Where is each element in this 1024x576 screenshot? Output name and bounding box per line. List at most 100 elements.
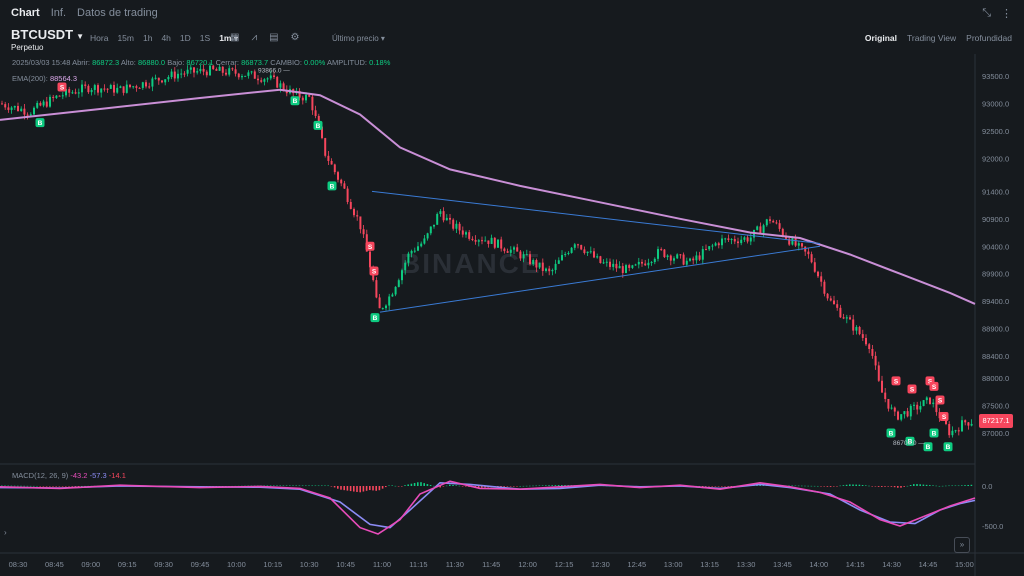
- candle-body: [717, 243, 720, 246]
- buy-signal-marker: [35, 118, 45, 128]
- candle-body: [727, 238, 730, 240]
- time-tick-label: 12:00: [518, 560, 537, 569]
- macd-histogram-bar: [417, 482, 419, 486]
- macd-line: [0, 480, 976, 535]
- time-tick-label: 14:15: [846, 560, 865, 569]
- candle-body: [673, 258, 675, 261]
- buy-signal-marker: [886, 428, 896, 438]
- calendar-icon[interactable]: ▦: [230, 32, 240, 43]
- candle-body: [890, 407, 893, 409]
- macd-histogram-bar: [717, 486, 720, 487]
- candle-body: [257, 78, 259, 81]
- candle-body: [929, 397, 931, 404]
- candle-body: [125, 84, 128, 93]
- price-type-dropdown[interactable]: Último precio ▾: [332, 34, 385, 43]
- candle-body: [167, 77, 170, 80]
- macd-histogram-bar: [433, 485, 435, 487]
- tab-trading-data[interactable]: Datos de trading: [77, 7, 158, 19]
- interval-1m[interactable]: 1m ▾: [219, 33, 239, 43]
- candle-body: [397, 280, 400, 287]
- macd-histogram-bar: [308, 485, 310, 487]
- view-depth[interactable]: Profundidad: [966, 33, 1012, 43]
- buy-signal-marker-label: B: [373, 315, 378, 322]
- macd-histogram-bar: [845, 484, 848, 486]
- macd-histogram-bar: [49, 486, 51, 487]
- buy-signal-marker-label: B: [926, 444, 931, 451]
- macd-value: -43.2: [70, 471, 88, 480]
- candle-body: [74, 92, 77, 94]
- buy-signal-marker: [905, 436, 915, 446]
- view-switcher: Original Trading View Profundidad: [865, 33, 1012, 43]
- candle-body: [522, 254, 525, 259]
- macd-histogram-bar: [532, 485, 534, 487]
- time-tick-label: 14:00: [809, 560, 828, 569]
- candle-body: [487, 240, 490, 244]
- macd-histogram-bar: [551, 485, 553, 486]
- macd-histogram-bar: [321, 485, 323, 487]
- macd-histogram-bar: [484, 486, 486, 488]
- candle-body: [465, 232, 467, 235]
- macd-histogram-bar: [58, 486, 61, 487]
- candle-body: [922, 400, 925, 407]
- macd-histogram-bar: [343, 486, 345, 491]
- open-label: Abrir:: [72, 58, 90, 67]
- macd-histogram-bar: [929, 485, 931, 486]
- more-icon[interactable]: ⋮: [1001, 8, 1012, 20]
- candle-body: [132, 86, 135, 88]
- interval-15m[interactable]: 15m: [117, 33, 134, 43]
- candle-body: [228, 68, 231, 75]
- price-chart[interactable]: 93500.0 93000.0 92500.0 92000.0 91400.0 90900…: [0, 54, 1024, 576]
- collapse-icon[interactable]: ⤡: [982, 7, 991, 19]
- macd-histogram-bar: [868, 485, 870, 487]
- indicator-icon[interactable]: ⩘: [251, 32, 258, 43]
- time-tick-label: 08:45: [45, 560, 64, 569]
- macd-histogram-bar: [285, 485, 288, 487]
- interval-1d[interactable]: 1D: [179, 33, 191, 43]
- tab-chart[interactable]: Chart: [11, 7, 40, 19]
- candle-body: [765, 219, 768, 226]
- candle-body: [189, 67, 192, 70]
- candle-body: [817, 271, 819, 277]
- candle-body: [516, 247, 519, 252]
- candle-body: [340, 179, 343, 184]
- time-tick-label: 14:45: [919, 560, 938, 569]
- macd-legend[interactable]: MACD(12, 26, 9) -43.2 -57.3 -14.1: [12, 471, 126, 480]
- ema-line: [0, 88, 976, 305]
- macd-histogram-bar: [1, 485, 3, 487]
- macd-histogram-bar: [941, 485, 944, 487]
- candle-body: [164, 79, 167, 83]
- contract-type: Perpetuo: [11, 43, 44, 52]
- scroll-to-latest-button[interactable]: »: [954, 537, 970, 553]
- macd-histogram-bar: [330, 486, 333, 487]
- pane-expand-icon[interactable]: ›: [4, 528, 7, 537]
- interval-1w[interactable]: 1S: [199, 33, 211, 43]
- candle-body: [77, 92, 80, 94]
- view-original[interactable]: Original: [864, 33, 898, 43]
- macd-histogram-bar: [413, 483, 416, 486]
- symbol-selector[interactable]: BTCUSDT ▼: [11, 27, 85, 42]
- candle-body: [314, 110, 317, 116]
- candle-body: [378, 297, 381, 309]
- low-value: 86720.1: [186, 58, 214, 67]
- candle-body: [273, 75, 275, 77]
- ema-legend[interactable]: EMA(200): 88564.3: [12, 74, 77, 83]
- interval-4h[interactable]: 4h: [161, 33, 171, 43]
- macd-histogram-bar: [701, 486, 704, 487]
- view-tradingview[interactable]: Trading View: [907, 33, 957, 43]
- interval-1h[interactable]: 1h: [142, 33, 153, 43]
- candle-body: [10, 107, 13, 110]
- template-icon[interactable]: ▤: [269, 32, 279, 43]
- tab-info[interactable]: Inf.: [50, 7, 67, 19]
- macd-histogram-bar: [394, 485, 397, 487]
- candle-body: [634, 264, 637, 266]
- candle-body: [762, 225, 765, 233]
- candle-body: [308, 94, 311, 97]
- macd-histogram-bar: [449, 484, 451, 486]
- candle-body: [797, 243, 800, 246]
- macd-histogram-bar: [561, 485, 563, 486]
- candle-body: [641, 261, 643, 264]
- macd-histogram-bar: [903, 486, 905, 487]
- settings-icon[interactable]: ⚙: [290, 32, 300, 43]
- interval-time[interactable]: Hora: [90, 33, 109, 43]
- candle-body: [906, 411, 909, 417]
